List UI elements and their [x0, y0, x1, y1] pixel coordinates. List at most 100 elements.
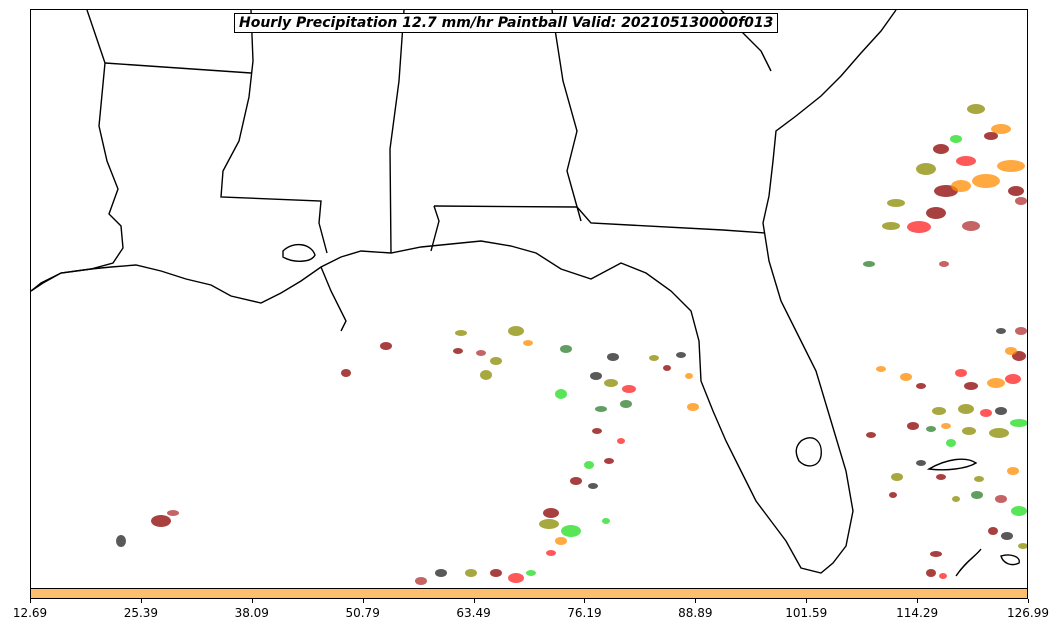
- precip-blob: [604, 379, 618, 387]
- precip-blob: [907, 221, 931, 233]
- precip-blob: [526, 570, 536, 576]
- precip-blob: [687, 403, 699, 411]
- coastline: [31, 10, 897, 574]
- precip-blob: [926, 426, 936, 432]
- precip-blob: [685, 373, 693, 379]
- precip-blob: [964, 382, 978, 390]
- precip-blob: [1005, 347, 1017, 355]
- precip-blob: [936, 474, 946, 480]
- precip-blob: [490, 357, 502, 365]
- precip-blob: [570, 477, 582, 485]
- precip-blob: [995, 407, 1007, 415]
- precip-blob: [900, 373, 912, 381]
- precip-blob: [508, 326, 524, 336]
- colorbar-tick: [251, 599, 253, 603]
- precip-blob: [939, 261, 949, 267]
- colorbar-tick-label: 76.19: [567, 606, 602, 620]
- colorbar: [30, 588, 1028, 599]
- precip-blob: [988, 527, 998, 535]
- precip-blob: [455, 330, 467, 336]
- precip-blob: [617, 438, 625, 444]
- precip-blob: [555, 537, 567, 545]
- precip-blob: [465, 569, 477, 577]
- precip-blob: [604, 458, 614, 464]
- lake-pontchartrain: [282, 244, 316, 262]
- colorbar-tick: [362, 599, 364, 603]
- precip-blob: [955, 369, 967, 377]
- precip-blob: [987, 378, 1005, 388]
- precip-blob: [952, 496, 960, 502]
- precip-blob: [932, 407, 946, 415]
- precip-blob: [882, 222, 900, 230]
- precip-blob: [916, 460, 926, 466]
- precip-blob: [490, 569, 502, 577]
- precip-blob: [620, 400, 632, 408]
- boundary-line: [104, 62, 252, 74]
- precip-blob: [916, 163, 936, 175]
- precip-blob: [590, 372, 602, 380]
- precip-blob: [602, 518, 610, 524]
- island: [926, 458, 978, 471]
- boundary-line: [433, 205, 766, 234]
- precip-blob: [971, 491, 983, 499]
- colorbar-tick: [473, 599, 475, 603]
- precip-blob: [941, 423, 951, 429]
- precip-blob: [950, 135, 962, 143]
- precip-blob: [649, 355, 659, 361]
- colorbar-tick: [806, 599, 808, 603]
- precip-blob: [622, 385, 636, 393]
- precip-blob: [991, 124, 1011, 134]
- precip-blob: [891, 473, 903, 481]
- precip-blob: [863, 261, 875, 267]
- colorbar-tick-label: 63.49: [456, 606, 491, 620]
- precip-blob: [546, 550, 556, 556]
- boundary-line: [389, 10, 405, 254]
- precip-blob: [958, 404, 974, 414]
- precip-blob: [1001, 532, 1013, 540]
- colorbar-tick: [30, 599, 31, 603]
- colorbar-tick-label: 101.59: [785, 606, 828, 620]
- colorbar-tick-label: 126.99: [1007, 606, 1049, 620]
- precip-blob: [997, 160, 1025, 172]
- precip-blob: [607, 353, 619, 361]
- colorbar-tick-label: 12.69: [12, 606, 48, 620]
- precip-blob: [989, 428, 1009, 438]
- boundary-line: [220, 10, 328, 254]
- precip-blob: [951, 180, 971, 192]
- precip-blob: [539, 519, 559, 529]
- precip-blob: [1007, 467, 1019, 475]
- precip-blob: [939, 573, 947, 579]
- island: [1000, 554, 1020, 566]
- state-boundaries: [31, 10, 1020, 577]
- precip-blob: [480, 370, 492, 380]
- colorbar-tick-label: 50.79: [345, 606, 380, 620]
- precip-blob: [974, 476, 984, 482]
- precip-blob: [453, 348, 463, 354]
- precip-blob: [980, 409, 992, 417]
- precip-blob: [543, 508, 559, 518]
- precip-blob: [523, 340, 533, 346]
- precip-blob: [930, 551, 942, 557]
- precip-blob: [967, 104, 985, 114]
- precip-blob: [341, 369, 351, 377]
- precip-blob: [946, 439, 956, 447]
- precip-blob: [1008, 186, 1024, 196]
- boundary-line: [31, 10, 124, 292]
- precip-blob: [1015, 197, 1027, 205]
- precip-blob: [1015, 327, 1027, 335]
- colorbar-tick: [1028, 599, 1029, 603]
- colorbar-tick: [584, 599, 586, 603]
- precip-blob: [1005, 374, 1021, 384]
- precip-blob: [887, 199, 905, 207]
- precip-blob: [1010, 419, 1027, 427]
- colorbar-tick-label: 25.39: [123, 606, 159, 620]
- colorbar-tick-label: 88.89: [678, 606, 713, 620]
- precip-blob: [996, 328, 1006, 334]
- precip-blob: [1011, 506, 1027, 516]
- precip-blob: [676, 352, 686, 358]
- precip-blob: [584, 461, 594, 469]
- precip-blob: [995, 495, 1007, 503]
- colorbar-tick-label: 114.29: [896, 606, 939, 620]
- precip-blob: [435, 569, 447, 577]
- precip-blob: [508, 573, 524, 583]
